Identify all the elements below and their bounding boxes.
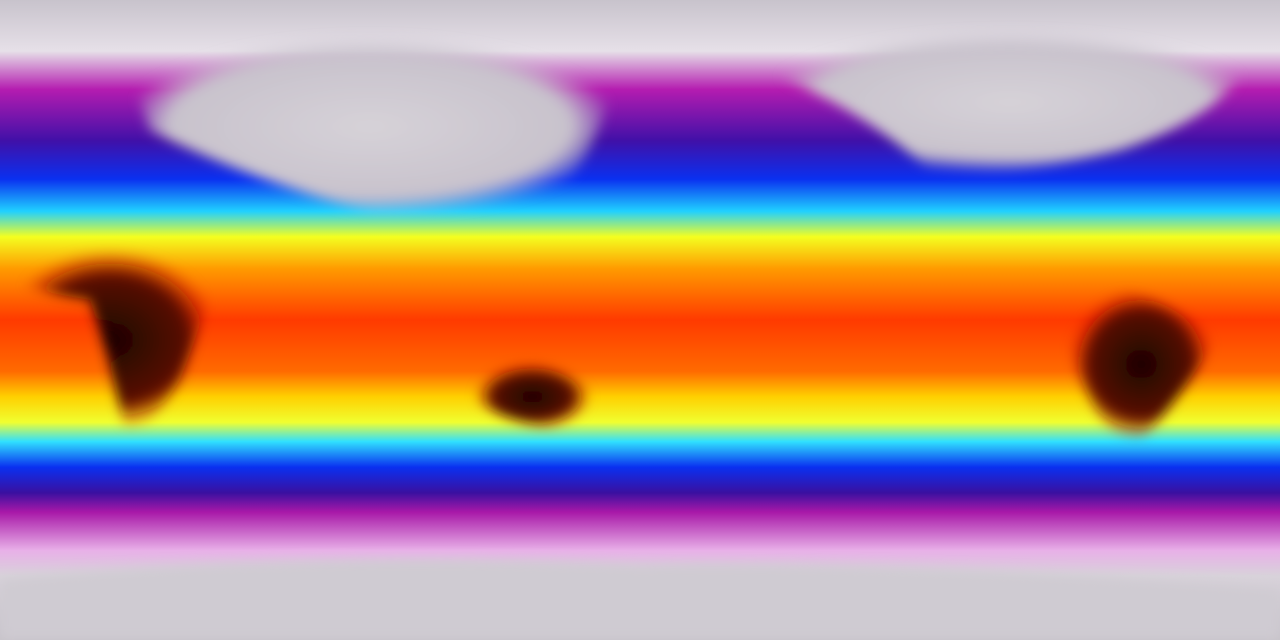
antarctica-landmass <box>0 560 1280 640</box>
australia-landmass <box>475 363 590 430</box>
south-america-landmass <box>1067 288 1215 440</box>
africa-landmass <box>0 250 220 430</box>
north-america-landmass <box>760 32 1260 173</box>
eurasia-landmass <box>120 37 620 216</box>
